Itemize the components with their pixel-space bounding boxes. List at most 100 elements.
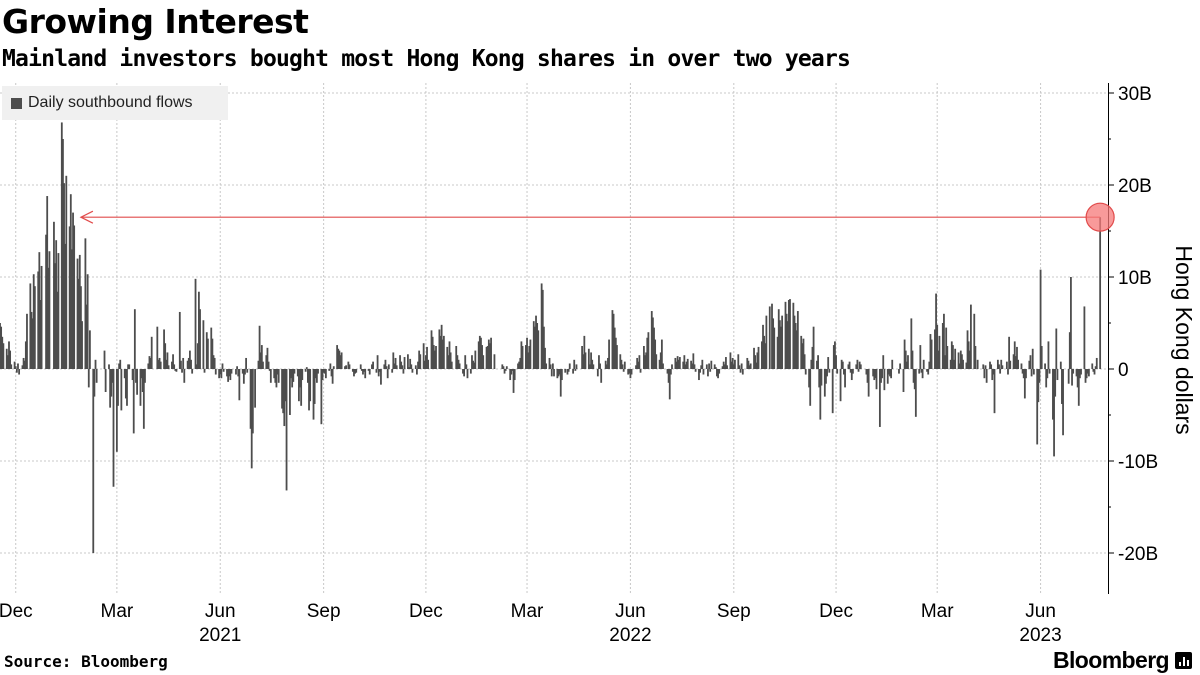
bar	[230, 369, 233, 374]
bar	[289, 369, 291, 415]
bar	[38, 252, 41, 369]
bar	[990, 364, 993, 369]
bar	[202, 320, 205, 369]
bar	[999, 369, 1002, 374]
bar	[1085, 369, 1088, 379]
bar	[902, 369, 905, 392]
bar	[296, 369, 299, 377]
bar	[683, 355, 686, 369]
bar	[323, 369, 326, 374]
bar	[1056, 369, 1059, 381]
bar	[812, 326, 815, 369]
bar	[898, 369, 900, 374]
bar	[927, 369, 930, 375]
bar	[385, 366, 388, 369]
bar	[21, 365, 24, 369]
bar	[54, 263, 56, 369]
bar	[257, 360, 260, 369]
bar	[141, 369, 144, 392]
bar	[426, 346, 428, 369]
bar	[222, 369, 225, 372]
bar	[6, 355, 9, 369]
bar	[690, 360, 692, 369]
bar	[290, 369, 292, 379]
bar	[275, 369, 278, 388]
bar	[930, 339, 933, 369]
bar	[934, 329, 936, 369]
bar	[359, 364, 362, 369]
bar	[1075, 369, 1078, 377]
bar	[858, 361, 861, 369]
bar	[128, 364, 131, 369]
bar	[46, 196, 49, 369]
bar	[928, 361, 931, 369]
bar	[330, 369, 333, 377]
bar	[427, 359, 430, 369]
bar	[76, 258, 79, 369]
bar	[644, 355, 646, 369]
bar	[165, 359, 168, 369]
bar	[756, 352, 759, 369]
bar	[912, 369, 915, 383]
bar	[24, 341, 27, 369]
bar	[489, 343, 491, 369]
bar	[748, 365, 751, 369]
bar	[250, 369, 253, 469]
bar	[392, 352, 395, 369]
bar	[191, 369, 194, 374]
bar	[212, 355, 215, 369]
bar	[150, 336, 153, 369]
bar	[737, 354, 740, 369]
bar	[2, 343, 5, 369]
bar	[777, 309, 780, 369]
bar	[339, 355, 342, 369]
bar	[481, 345, 483, 369]
bar	[1059, 361, 1062, 369]
bar	[117, 369, 119, 406]
bar	[741, 369, 744, 375]
year-label: 2022	[609, 625, 651, 646]
bar	[269, 369, 272, 383]
bar	[984, 365, 987, 369]
bar	[823, 369, 826, 397]
bar	[841, 361, 844, 369]
bar	[301, 369, 304, 381]
bar	[312, 369, 315, 420]
bar	[1037, 369, 1040, 403]
bar	[274, 369, 277, 383]
bar	[839, 369, 842, 402]
bar	[682, 361, 685, 369]
bar	[300, 369, 303, 406]
bar	[786, 321, 789, 369]
bar	[692, 353, 695, 369]
bar	[778, 320, 781, 369]
bar	[968, 350, 971, 369]
bar	[551, 363, 554, 369]
bar	[251, 369, 254, 434]
bar	[598, 355, 600, 369]
source-note: Source: Bloomberg	[4, 652, 168, 671]
bar	[867, 369, 870, 397]
bar	[282, 369, 285, 414]
bar	[448, 341, 451, 369]
bar	[662, 363, 664, 369]
bar	[92, 369, 95, 553]
bar	[360, 369, 363, 371]
bar	[469, 369, 472, 374]
bar	[542, 326, 545, 369]
bar	[922, 359, 925, 369]
bar	[678, 357, 681, 369]
bar	[533, 326, 536, 369]
bar	[831, 369, 834, 414]
bar	[64, 243, 67, 369]
bar	[148, 356, 151, 369]
bar	[721, 366, 724, 369]
bar	[535, 315, 537, 369]
bar	[486, 346, 489, 369]
bar	[395, 365, 398, 369]
bar	[519, 357, 522, 369]
bar	[804, 369, 807, 375]
bar	[518, 361, 521, 369]
bar	[203, 369, 206, 373]
bar	[181, 369, 183, 373]
